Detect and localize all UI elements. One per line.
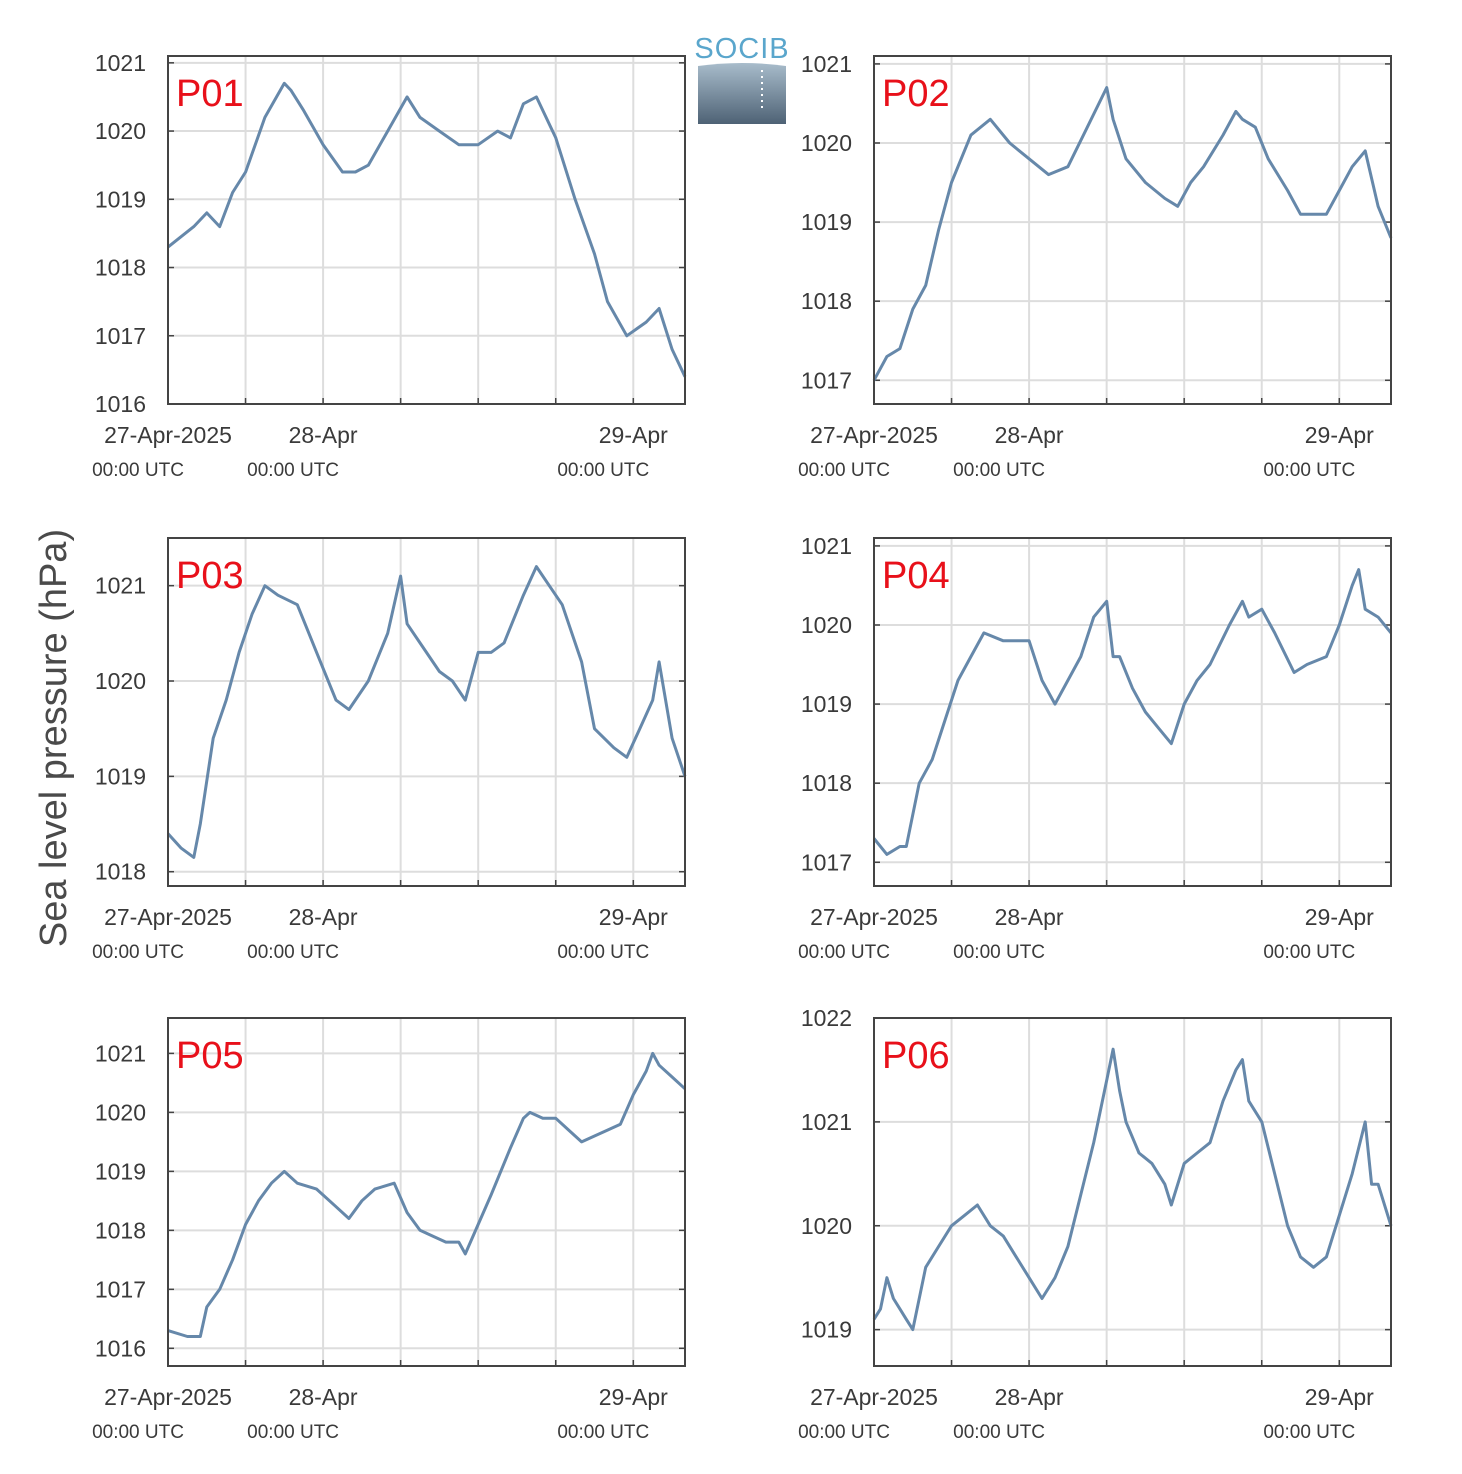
y-tick-label: 1016 (95, 1335, 146, 1361)
y-tick-label: 1018 (801, 288, 852, 314)
x-tick-time-label: 00:00 UTC (557, 460, 649, 481)
panel-p06: 1019 1020 1021 1022 27-Apr-2025 00:00 UTC 28-A… (798, 1005, 1393, 1443)
x-tick-time-label: 00:00 UTC (1263, 942, 1355, 963)
x-tick-time-label: 00:00 UTC (92, 460, 184, 481)
y-tick-label: 1016 (95, 391, 146, 417)
y-tick-label: 1019 (801, 209, 852, 235)
y-tick-label: 1018 (95, 1217, 146, 1243)
panel-label: P01 (176, 73, 244, 115)
series-line-p03 (166, 565, 687, 859)
y-tick-label: 1017 (95, 1276, 146, 1302)
y-tick-label: 1021 (95, 1040, 146, 1066)
y-tick-label: 1017 (801, 367, 852, 393)
x-tick-date-label: 29-Apr (599, 422, 668, 448)
y-tick-label: 1020 (95, 1099, 146, 1125)
x-tick-date-label: 27-Apr-2025 (104, 904, 232, 930)
y-tick-label: 1019 (95, 1158, 146, 1184)
x-tick-time-label: 00:00 UTC (953, 942, 1045, 963)
y-tick-label: 1022 (801, 1005, 852, 1031)
x-tick-time-label: 00:00 UTC (798, 460, 890, 481)
x-tick-time-label: 00:00 UTC (92, 1422, 184, 1443)
panel-p03: 1018 1019 1020 1021 27-Apr-2025 00:00 UTC 28-A… (92, 537, 687, 963)
x-tick-date-label: 27-Apr-2025 (104, 1384, 232, 1410)
logo-text: SOCIB (694, 33, 789, 65)
panel-label: P05 (176, 1035, 244, 1077)
x-tick-date-label: 28-Apr (289, 422, 358, 448)
plot-frame (873, 1017, 1392, 1367)
panel-p01: 1016 1017 1018 1019 1020 1021 27-Apr-2025 00:00… (92, 50, 687, 481)
x-tick-date-label: 28-Apr (995, 904, 1064, 930)
x-tick-date-label: 27-Apr-2025 (104, 422, 232, 448)
plot-frame (873, 55, 1392, 405)
x-tick-time-label: 00:00 UTC (247, 460, 339, 481)
y-tick-label: 1021 (801, 51, 852, 77)
x-tick-time-label: 00:00 UTC (557, 1422, 649, 1443)
y-tick-label: 1017 (95, 323, 146, 349)
series-line-p05 (167, 1051, 687, 1338)
panel-label: P06 (882, 1035, 950, 1077)
series-line-p06 (872, 1047, 1393, 1332)
x-tick-time-label: 00:00 UTC (247, 942, 339, 963)
socib-logo: SOCIB (694, 33, 789, 124)
panel-label: P04 (882, 555, 950, 597)
x-tick-time-label: 00:00 UTC (1263, 1422, 1355, 1443)
y-tick-label: 1017 (801, 849, 852, 875)
y-tick-label: 1020 (801, 612, 852, 638)
plot-frame (167, 1017, 686, 1367)
plot-frame (167, 537, 686, 887)
plot-frame (167, 55, 686, 405)
y-tick-label: 1021 (801, 533, 852, 559)
x-tick-date-label: 29-Apr (1305, 1384, 1374, 1410)
y-tick-label: 1019 (95, 186, 146, 212)
y-tick-label: 1021 (801, 1109, 852, 1135)
x-tick-time-label: 00:00 UTC (557, 942, 649, 963)
x-tick-date-label: 27-Apr-2025 (810, 904, 938, 930)
y-tick-label: 1019 (95, 763, 146, 789)
panel-p04: 1017 1018 1019 1020 1021 27-Apr-2025 00:00 UTC… (798, 533, 1393, 963)
y-tick-label: 1019 (801, 1317, 852, 1343)
series-line-p02 (872, 86, 1393, 382)
x-tick-time-label: 00:00 UTC (1263, 460, 1355, 481)
x-tick-time-label: 00:00 UTC (798, 1422, 890, 1443)
x-tick-date-label: 28-Apr (995, 1384, 1064, 1410)
y-tick-label: 1018 (95, 859, 146, 885)
y-axis-label: Sea level pressure (hPa) (33, 529, 75, 947)
y-tick-label: 1021 (95, 573, 146, 599)
x-tick-date-label: 28-Apr (289, 1384, 358, 1410)
x-tick-time-label: 00:00 UTC (953, 1422, 1045, 1443)
x-tick-date-label: 28-Apr (289, 904, 358, 930)
x-tick-date-label: 27-Apr-2025 (810, 1384, 938, 1410)
x-tick-time-label: 00:00 UTC (92, 942, 184, 963)
x-tick-time-label: 00:00 UTC (953, 460, 1045, 481)
panel-p05: 1016 1017 1018 1019 1020 1021 27-Apr-2025 00:00… (92, 1017, 687, 1443)
plot-frame (873, 537, 1392, 887)
x-tick-date-label: 29-Apr (1305, 422, 1374, 448)
x-tick-date-label: 27-Apr-2025 (810, 422, 938, 448)
x-tick-date-label: 29-Apr (599, 1384, 668, 1410)
panel-p02: 1017 1018 1019 1020 1021 27-Apr-2025 00:00 UTC… (798, 51, 1393, 481)
y-tick-label: 1018 (95, 255, 146, 281)
x-tick-time-label: 00:00 UTC (798, 942, 890, 963)
y-tick-label: 1019 (801, 691, 852, 717)
y-tick-label: 1020 (95, 668, 146, 694)
x-tick-date-label: 29-Apr (599, 904, 668, 930)
y-tick-label: 1020 (801, 130, 852, 156)
x-tick-date-label: 29-Apr (1305, 904, 1374, 930)
x-tick-time-label: 00:00 UTC (247, 1422, 339, 1443)
panel-label: P02 (882, 73, 950, 115)
series-line-p01 (167, 81, 687, 378)
series-line-p04 (872, 568, 1393, 856)
y-tick-label: 1018 (801, 770, 852, 796)
y-tick-label: 1020 (801, 1213, 852, 1239)
panel-label: P03 (176, 555, 244, 597)
x-tick-date-label: 28-Apr (995, 422, 1064, 448)
y-tick-label: 1021 (95, 50, 146, 76)
y-tick-label: 1020 (95, 118, 146, 144)
